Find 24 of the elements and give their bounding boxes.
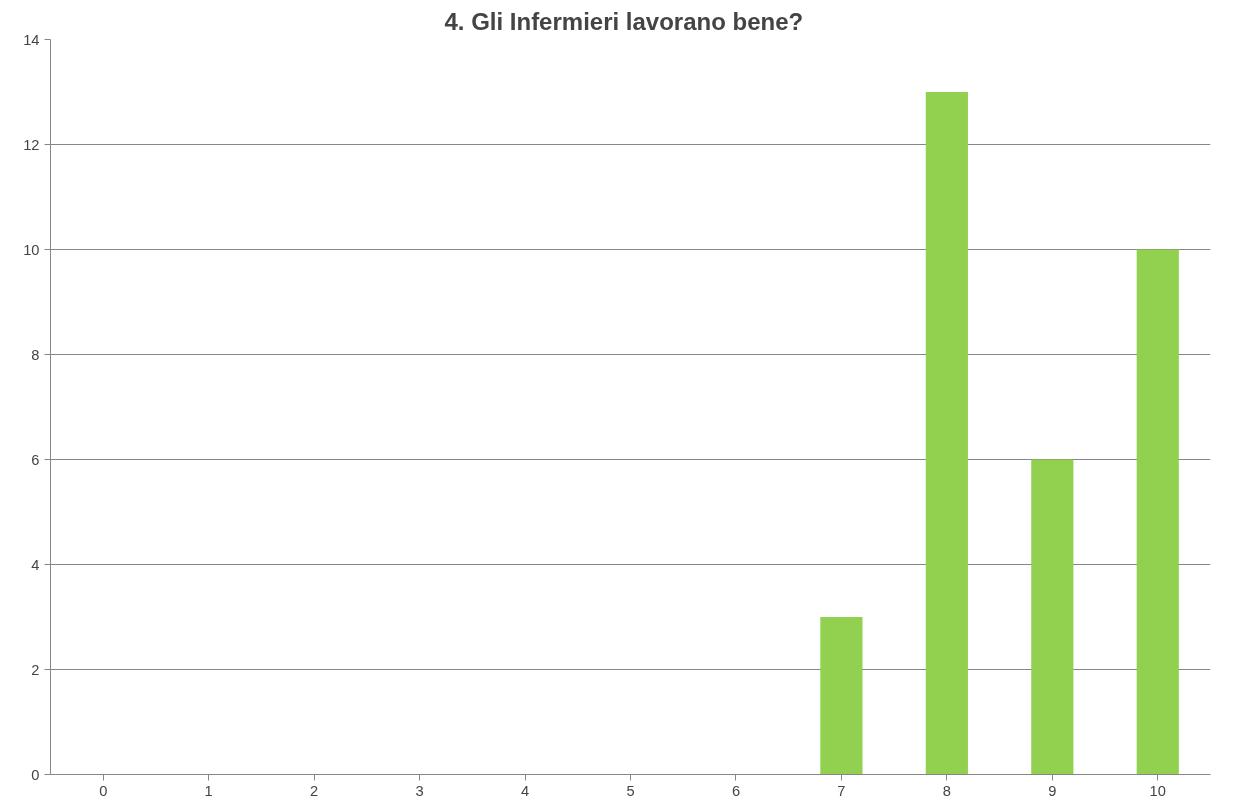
y-tick-label: 8 — [31, 346, 40, 363]
x-tick-label: 7 — [837, 782, 846, 799]
bar — [1031, 459, 1074, 775]
x-tick-label: 4 — [520, 782, 530, 799]
bar — [1136, 249, 1179, 775]
bar — [925, 92, 968, 775]
y-tick-label: 12 — [23, 136, 40, 153]
x-tick-label: 2 — [310, 782, 319, 799]
x-tick-label: 6 — [731, 782, 741, 799]
y-tick-label: 2 — [31, 661, 40, 678]
x-tick-label: 0 — [99, 782, 108, 799]
x-tick-label: 3 — [415, 782, 424, 799]
x-tick-label: 9 — [1048, 782, 1057, 799]
x-tick-label: 8 — [942, 782, 951, 799]
y-tick-label: 4 — [31, 556, 40, 573]
bar — [820, 617, 863, 775]
x-tick-label: 5 — [626, 782, 635, 799]
x-tick-label: 1 — [204, 782, 213, 799]
y-tick-label: 6 — [31, 451, 40, 468]
y-tick-label: 0 — [31, 766, 40, 783]
chart-title: 4. Gli Infermieri lavorano bene? — [444, 7, 804, 35]
y-tick-label: 10 — [23, 241, 40, 258]
y-tick-label: 14 — [23, 31, 40, 48]
x-tick-label: 10 — [1149, 782, 1166, 799]
